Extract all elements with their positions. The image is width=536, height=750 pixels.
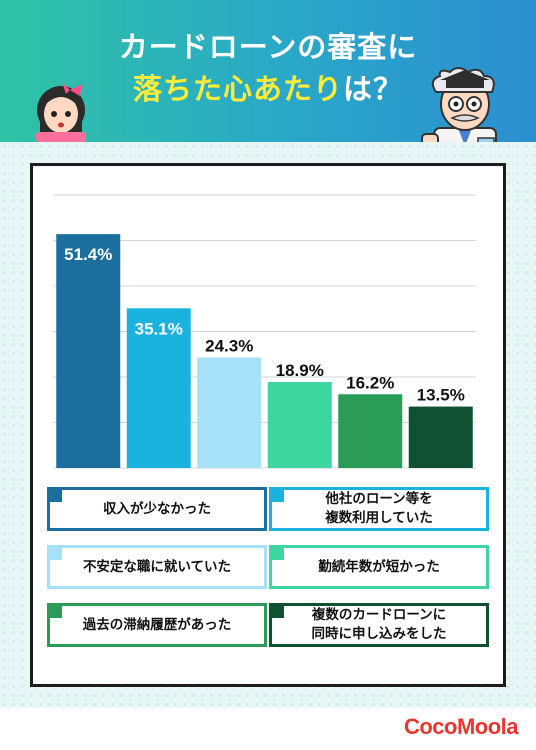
legend-swatch-2 bbox=[272, 490, 284, 502]
bar-value-label-1: 51.4% bbox=[64, 245, 112, 264]
title-highlight: 落ちた心あたり bbox=[132, 72, 343, 106]
bar-value-label-3: 24.3% bbox=[205, 336, 253, 355]
legend-label-5: 過去の滞納履歴があった bbox=[82, 616, 232, 633]
page-title-line2: 落ちた心あたりは？ bbox=[0, 66, 536, 108]
bar-5 bbox=[338, 394, 403, 468]
legend-label-2: 他社のローン等を 複数利用していた bbox=[325, 491, 433, 526]
page-title-line1: カードローンの審査に bbox=[118, 30, 418, 64]
bar-value-label-2: 35.1% bbox=[135, 319, 183, 338]
legend-item-4: 勤続年数が短かった bbox=[269, 545, 489, 589]
legend-label-6: 複数のカードローンに 同時に申し込みをした bbox=[311, 607, 447, 642]
title-rest: は？ bbox=[343, 72, 404, 106]
bar-4 bbox=[267, 382, 332, 468]
legend-label-3: 不安定な職に就いていた bbox=[82, 558, 232, 575]
legend-item-1: 収入が少なかった bbox=[47, 487, 267, 531]
legend-item-2: 他社のローン等を 複数利用していた bbox=[269, 487, 489, 531]
legend-swatch-6 bbox=[272, 606, 284, 618]
legend-label-1: 収入が少なかった bbox=[103, 500, 211, 517]
legend-swatch-1 bbox=[50, 490, 62, 502]
bar-value-label-5: 16.2% bbox=[346, 373, 394, 392]
bar-6 bbox=[408, 406, 473, 468]
bar-1 bbox=[56, 234, 121, 468]
legend-label-4: 勤続年数が短かった bbox=[318, 558, 440, 575]
bar-value-label-4: 18.9% bbox=[276, 361, 324, 380]
footer-bar bbox=[0, 708, 536, 750]
legend-item-6: 複数のカードローンに 同時に申し込みをした bbox=[269, 603, 489, 647]
bar-3 bbox=[197, 357, 262, 468]
legend-item-3: 不安定な職に就いていた bbox=[47, 545, 267, 589]
legend-swatch-5 bbox=[50, 606, 62, 618]
legend-swatch-3 bbox=[50, 548, 62, 560]
legend-swatch-4 bbox=[272, 548, 284, 560]
bar-2 bbox=[126, 308, 191, 468]
brand-logo: CocoMoola bbox=[403, 714, 519, 739]
bar-value-label-6: 13.5% bbox=[417, 386, 465, 405]
legend-item-5: 過去の滞納履歴があった bbox=[47, 603, 267, 647]
girl-character-icon bbox=[36, 82, 86, 142]
